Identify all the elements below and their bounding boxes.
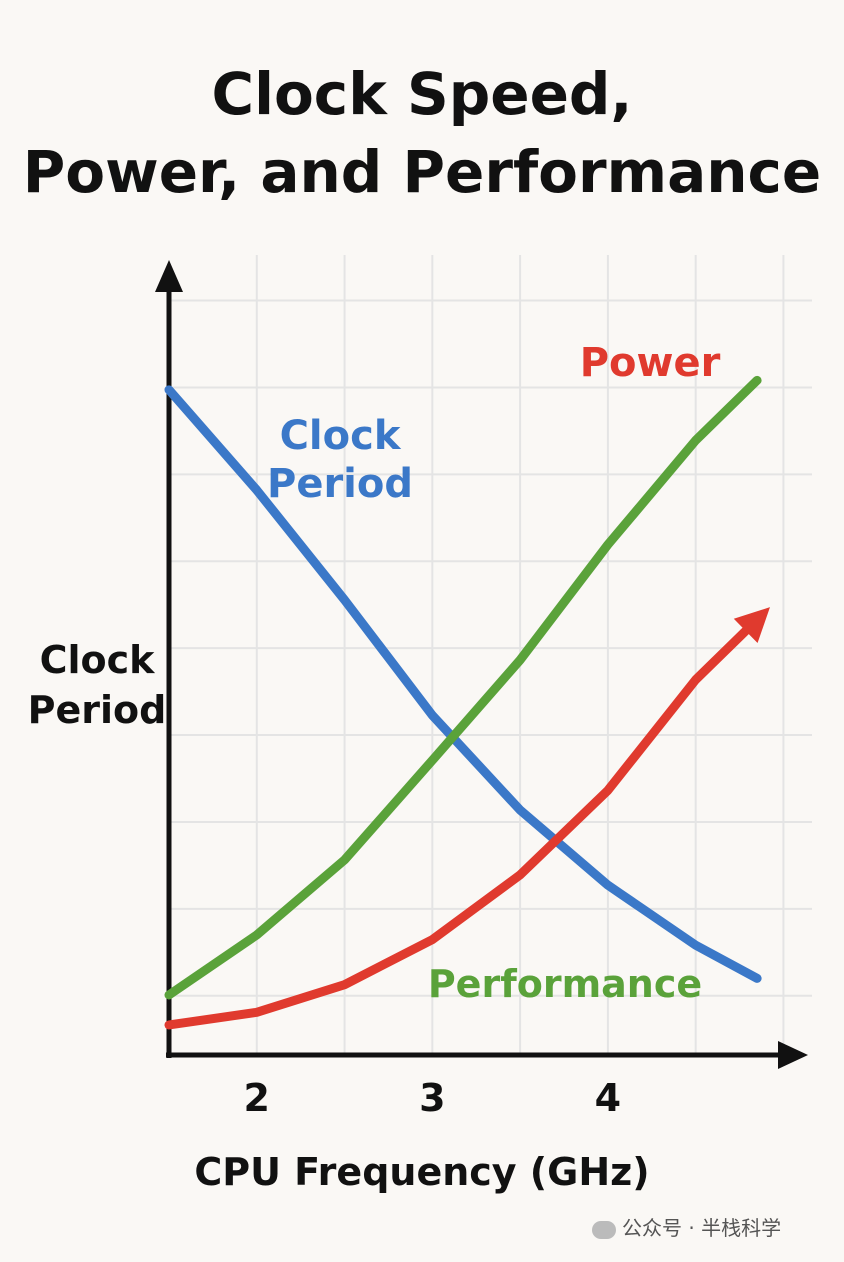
watermark-text: 公众号 · 半栈科学	[622, 1216, 782, 1240]
series-label: Clock Period	[267, 413, 413, 507]
x-axis-arrow	[778, 1041, 808, 1069]
series-line	[164, 375, 762, 1000]
chart-title: Clock Speed, Power, and Performance	[0, 55, 844, 211]
x-axis-label: CPU Frequency (GHz)	[194, 1150, 650, 1194]
series-label: Performance	[427, 962, 703, 1006]
x-tick-label: 2	[244, 1076, 270, 1120]
title-line: Clock Speed,	[211, 60, 633, 128]
series-line	[164, 615, 762, 1030]
watermark: 公众号 · 半栈科学	[592, 1212, 781, 1241]
x-tick-label: 3	[419, 1076, 445, 1120]
y-axis-label: Clock Period	[27, 638, 167, 732]
y-axis-arrow	[155, 260, 183, 292]
x-tick-label: 4	[595, 1076, 621, 1120]
series-arrowhead	[733, 607, 770, 644]
series-line	[164, 385, 762, 983]
title-line: Power, and Performance	[22, 138, 822, 206]
series-label: Power	[579, 340, 721, 386]
watermark-icon	[592, 1220, 616, 1239]
